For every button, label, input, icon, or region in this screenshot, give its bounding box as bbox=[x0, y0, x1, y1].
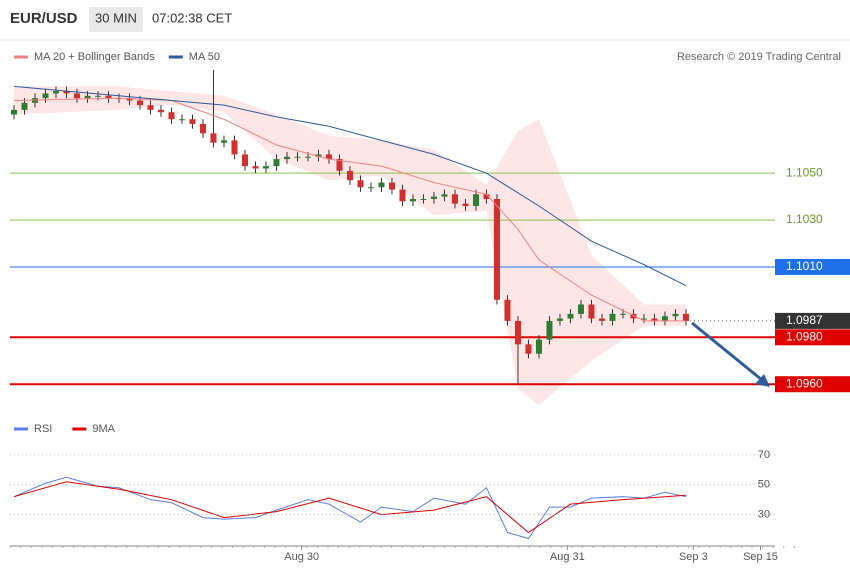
candle-body bbox=[126, 98, 133, 101]
candle-body bbox=[73, 93, 80, 99]
candle-body bbox=[252, 166, 259, 169]
candle-body bbox=[409, 198, 416, 202]
candle-body bbox=[315, 154, 322, 157]
candle-body bbox=[598, 318, 605, 321]
candle-body bbox=[357, 180, 364, 188]
candle-body bbox=[21, 102, 28, 110]
x-tick-label: Aug 30 bbox=[284, 551, 319, 563]
candle-body bbox=[63, 91, 70, 94]
candle-body bbox=[577, 304, 584, 314]
candle-body bbox=[136, 100, 143, 106]
legend-label: MA 50 bbox=[189, 51, 220, 63]
candle-body bbox=[651, 318, 658, 321]
level-label: 1.1030 bbox=[786, 212, 823, 226]
candle-body bbox=[178, 119, 185, 121]
candle-body bbox=[420, 198, 427, 200]
projection-arrow bbox=[691, 321, 763, 382]
level-label: 1.0980 bbox=[786, 329, 823, 343]
candle-body bbox=[168, 112, 175, 120]
candle-body bbox=[52, 91, 59, 94]
candle-body bbox=[336, 159, 343, 171]
candle-body bbox=[262, 166, 269, 169]
x-tick-label: Sep 15 bbox=[743, 551, 778, 563]
level-box bbox=[775, 329, 850, 346]
symbol: EUR/USD bbox=[10, 10, 78, 27]
timeframe: 30 MIN bbox=[95, 10, 137, 25]
level-box bbox=[775, 312, 850, 329]
candle-body bbox=[672, 313, 679, 317]
candle-body bbox=[430, 196, 437, 199]
candle-body bbox=[399, 189, 406, 202]
candle-body bbox=[84, 95, 91, 99]
candle-body bbox=[472, 194, 479, 206]
arrow-head bbox=[755, 374, 770, 387]
candle-body bbox=[10, 109, 17, 115]
level-label: 1.1050 bbox=[786, 165, 823, 179]
candle-body bbox=[105, 95, 112, 99]
candle-body bbox=[147, 105, 154, 110]
candle-body bbox=[640, 318, 647, 320]
level-label: 1.0960 bbox=[786, 376, 823, 390]
candle-body bbox=[441, 194, 448, 197]
candle-body bbox=[189, 119, 196, 124]
candle-body bbox=[273, 159, 280, 167]
y-tick-label: 70 bbox=[758, 449, 770, 461]
line bbox=[13, 481, 686, 534]
candle-body bbox=[210, 133, 217, 143]
level-label: 1.1010 bbox=[786, 259, 823, 273]
candle-body bbox=[157, 109, 164, 113]
source: Research © 2019 Trading Central bbox=[677, 51, 841, 63]
candle-body bbox=[367, 187, 374, 189]
candle-body bbox=[567, 313, 574, 319]
candle-body bbox=[493, 198, 500, 300]
time: 07:02:38 CET bbox=[152, 10, 232, 25]
candle-body bbox=[514, 320, 521, 345]
candle-body bbox=[483, 194, 490, 199]
level-label: 1.0987 bbox=[786, 313, 823, 327]
candle-body bbox=[388, 182, 395, 190]
candle-body bbox=[556, 318, 563, 321]
candle-body bbox=[682, 313, 689, 321]
line bbox=[13, 97, 686, 322]
x-tick-label: Sep 3 bbox=[679, 551, 708, 563]
candle-body bbox=[619, 313, 626, 315]
candle-body bbox=[220, 140, 227, 143]
candle-body bbox=[304, 156, 311, 158]
candle-body bbox=[42, 93, 49, 99]
legend-label: 9MA bbox=[92, 423, 115, 435]
level-box bbox=[775, 258, 850, 275]
level-box bbox=[775, 376, 850, 393]
legend-label: MA 20 + Bollinger Bands bbox=[34, 51, 155, 63]
candle-body bbox=[294, 156, 301, 158]
legend-label: RSI bbox=[34, 423, 52, 435]
candle-body bbox=[535, 339, 542, 354]
candle-body bbox=[241, 154, 248, 167]
line bbox=[13, 85, 687, 287]
candle-body bbox=[451, 194, 458, 204]
timeframe-box bbox=[89, 7, 143, 32]
y-tick-label: 30 bbox=[758, 509, 770, 521]
candle-body bbox=[231, 140, 238, 155]
candle-body bbox=[525, 344, 532, 354]
x-tick-label: Aug 31 bbox=[550, 551, 585, 563]
candle-body bbox=[462, 203, 469, 206]
y-tick-label: 50 bbox=[758, 479, 770, 491]
candle-body bbox=[504, 299, 511, 321]
candle-body bbox=[346, 170, 353, 181]
candle-body bbox=[609, 313, 616, 321]
candle-body bbox=[661, 316, 668, 321]
candle-body bbox=[588, 304, 595, 319]
candle-body bbox=[378, 182, 385, 188]
candle-body bbox=[283, 156, 290, 160]
candle-body bbox=[94, 95, 101, 97]
candle-body bbox=[546, 320, 553, 340]
candle-body bbox=[199, 123, 206, 134]
candle-body bbox=[325, 154, 332, 160]
